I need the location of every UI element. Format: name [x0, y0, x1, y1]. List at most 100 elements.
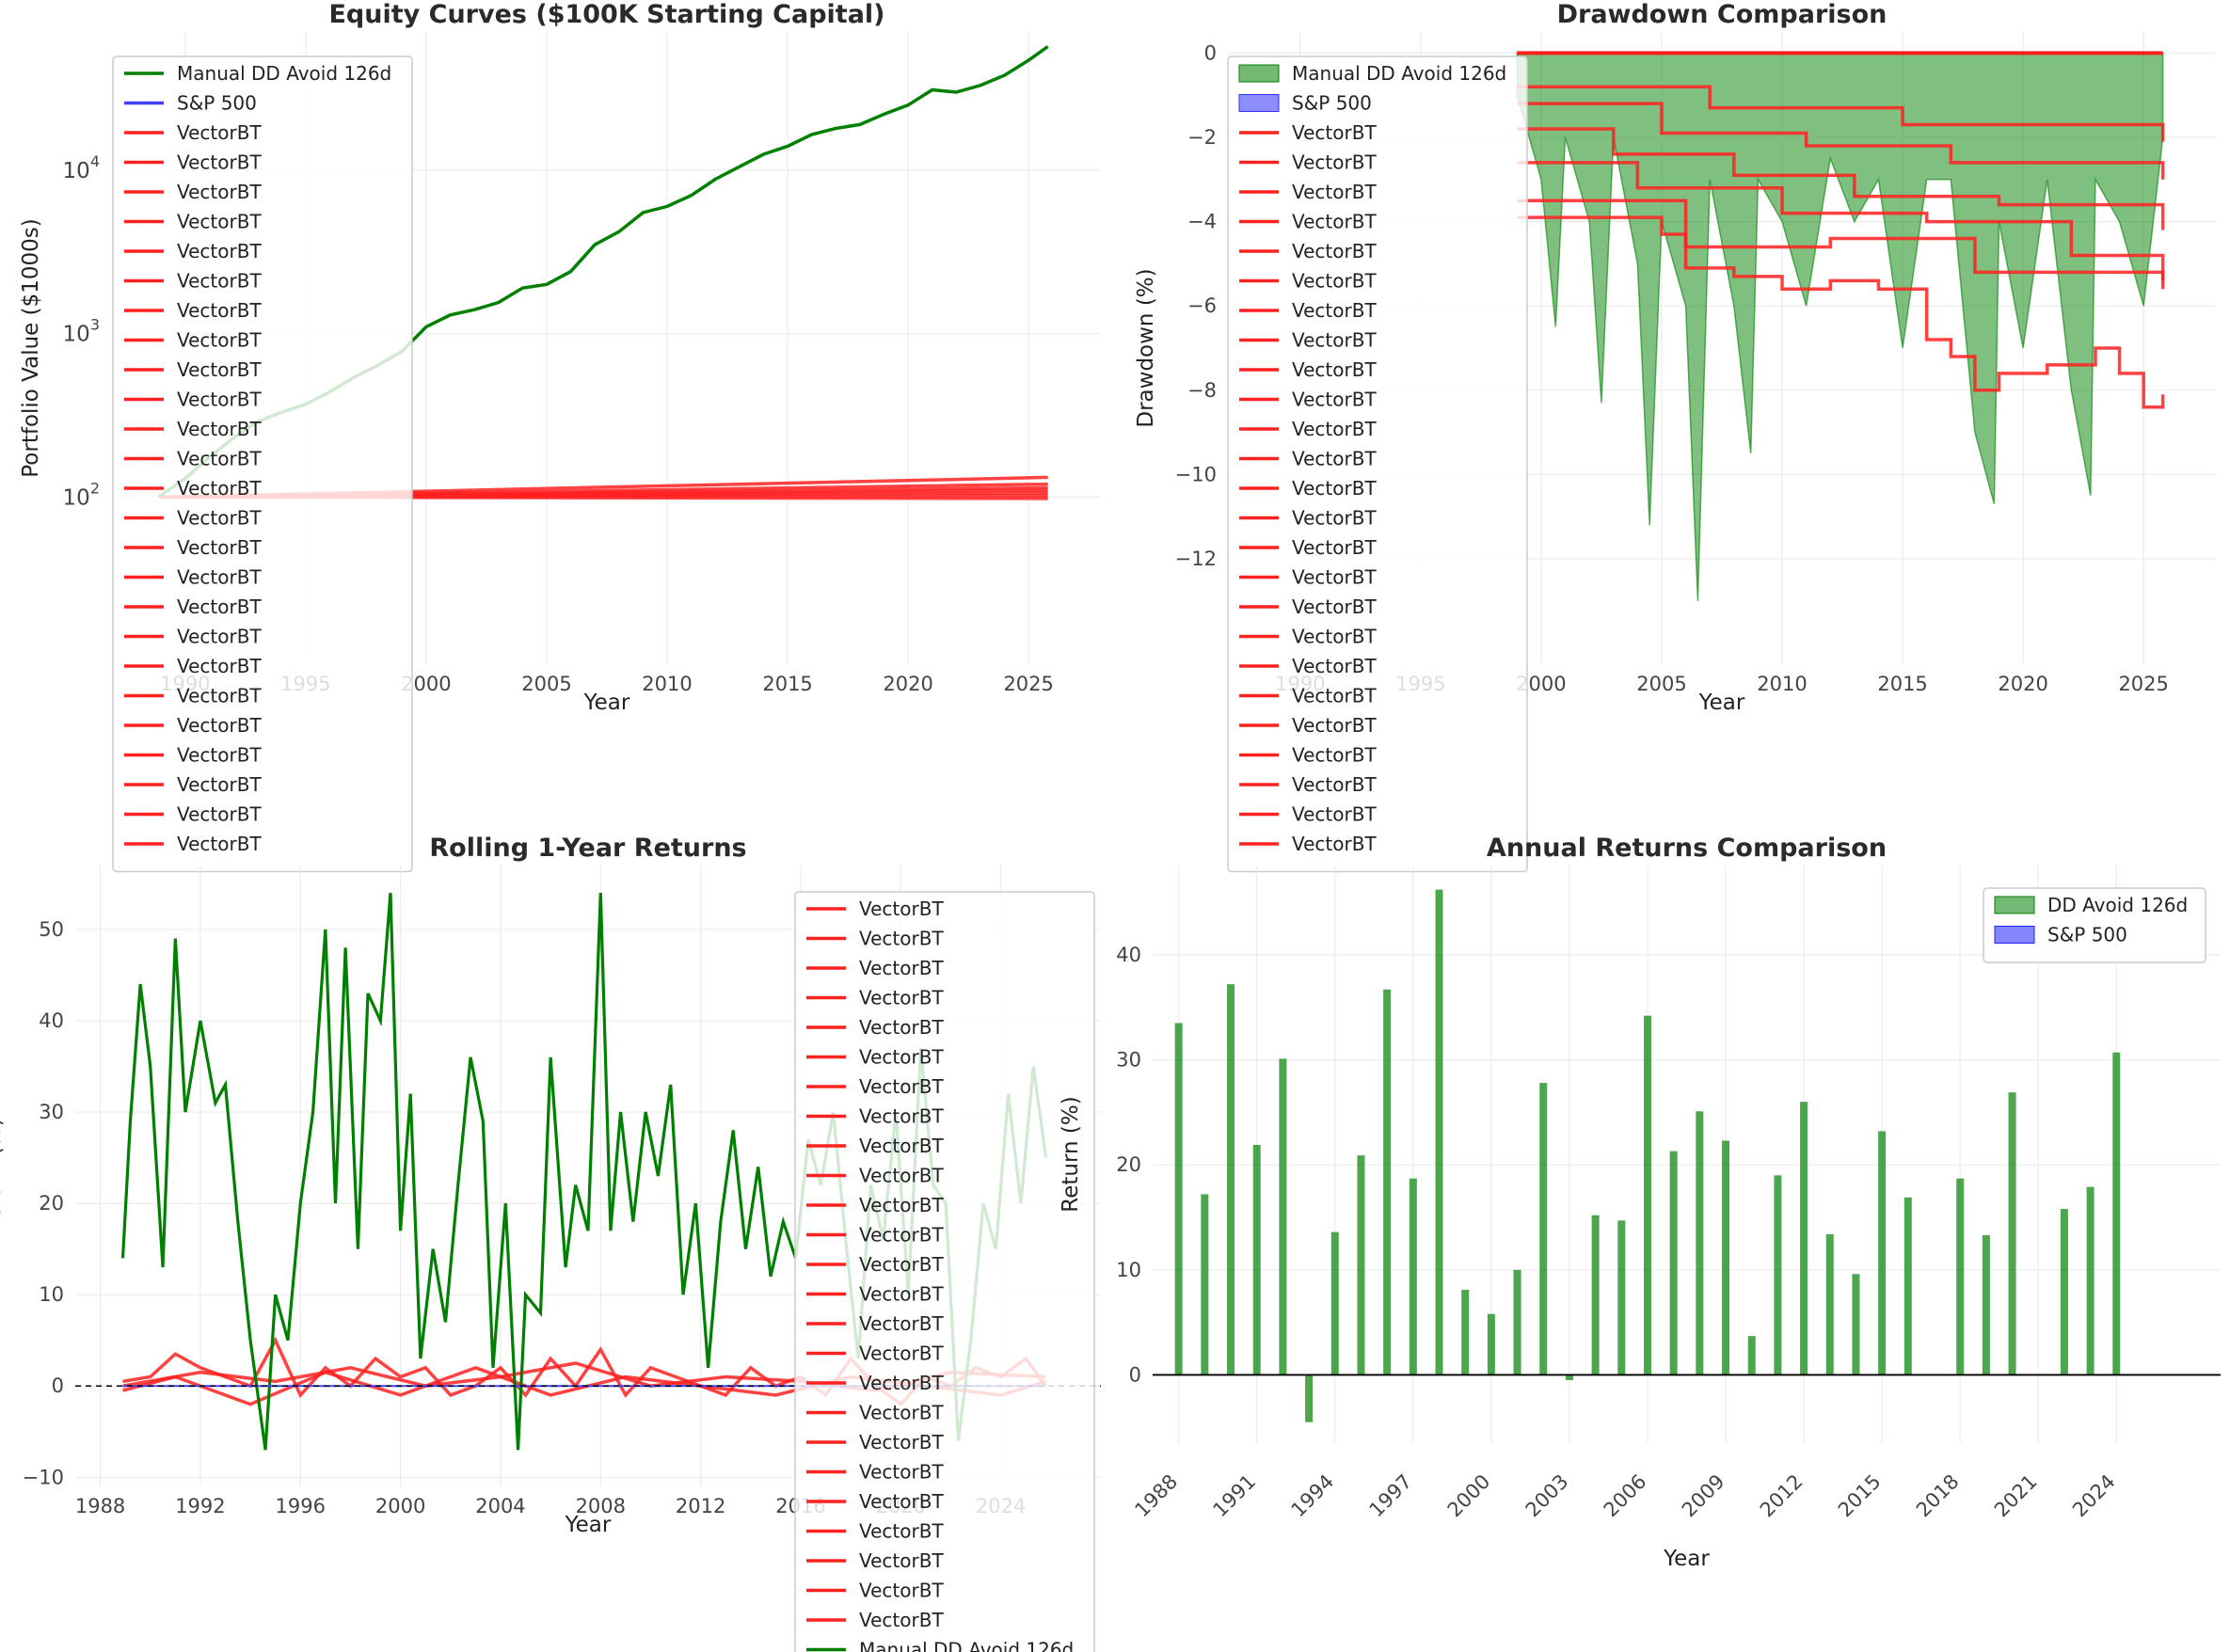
legend-label: VectorBT — [1292, 833, 1377, 855]
legend-label: VectorBT — [177, 803, 262, 826]
legend-label: VectorBT — [1292, 477, 1377, 500]
legend-label: VectorBT — [177, 270, 262, 293]
bar-dd-avoid — [1330, 1231, 1339, 1375]
legend-label: VectorBT — [177, 536, 262, 559]
bar-dd-avoid — [1956, 1178, 1965, 1375]
x-tick-label: 2004 — [475, 1495, 525, 1517]
y-tick-label: 40 — [1116, 944, 1141, 966]
x-tick-label: 2020 — [1998, 673, 2047, 695]
legend-label: VectorBT — [859, 957, 944, 979]
legend-label: VectorBT — [1292, 418, 1377, 440]
x-tick-label: 2015 — [762, 673, 812, 695]
y-tick-label: 30 — [39, 1101, 64, 1123]
legend-label: VectorBT — [859, 1312, 944, 1335]
bar-dd-avoid — [1643, 1015, 1651, 1375]
x-tick-label: 1994 — [1287, 1470, 1339, 1522]
bar-dd-avoid — [1774, 1175, 1782, 1375]
legend: VectorBT VectorBT VectorBT VectorBT VectorBT… — [794, 891, 1095, 1652]
legend-label: VectorBT — [177, 418, 262, 440]
legend-label: VectorBT — [1292, 507, 1377, 530]
vectorbt-drawdown-line — [1517, 102, 2165, 180]
y-tick-base: 10 — [63, 323, 90, 347]
legend-label: VectorBT — [177, 389, 262, 411]
legend-label: VectorBT — [859, 1580, 944, 1602]
x-tick-label: 2010 — [1757, 673, 1807, 695]
legend-label: VectorBT — [177, 358, 262, 381]
y-axis-label: Return (%) — [1059, 1096, 1083, 1212]
vectorbt-drawdown-line — [1517, 215, 2165, 409]
y-tick-label: −6 — [1187, 294, 1217, 317]
legend-label: VectorBT — [177, 626, 262, 648]
legend-label: VectorBT — [859, 1075, 944, 1098]
bar-dd-avoid — [1461, 1290, 1470, 1375]
x-tick-label: 2025 — [1003, 673, 1053, 695]
bar-dd-avoid — [1617, 1220, 1626, 1375]
x-tick-label: 2000 — [375, 1495, 425, 1517]
legend-box — [794, 891, 1095, 1652]
y-tick-label: 0 — [1204, 41, 1217, 64]
y-tick-exponent: 4 — [90, 152, 100, 170]
legend-swatch — [1994, 926, 2035, 944]
bar-dd-avoid — [1747, 1336, 1756, 1375]
bar-dd-avoid — [1982, 1234, 1990, 1375]
manual-dd-drawdown-area — [1516, 52, 2164, 601]
legend-label: VectorBT — [859, 1046, 944, 1069]
legend-label: VectorBT — [177, 744, 262, 767]
legend-label: VectorBT — [1292, 626, 1377, 648]
bar-dd-avoid — [1409, 1178, 1417, 1375]
bar-dd-avoid — [1383, 989, 1392, 1375]
x-tick-label: 2020 — [883, 673, 932, 695]
legend-label: VectorBT — [177, 655, 262, 677]
legend-label: VectorBT — [1292, 448, 1377, 470]
legend-label: VectorBT — [177, 714, 262, 737]
y-tick-label: 104 — [63, 152, 100, 183]
y-tick-label: 20 — [1116, 1153, 1141, 1176]
y-tick-label: −4 — [1187, 211, 1217, 233]
bar-dd-avoid — [1227, 984, 1235, 1375]
chart-title: Equity Curves ($100K Starting Capital) — [328, 0, 884, 29]
legend-label: VectorBT — [1292, 211, 1377, 233]
legend-label: VectorBT — [1292, 655, 1377, 677]
y-tick-label: −10 — [1175, 463, 1217, 485]
legend-label: VectorBT — [859, 1165, 944, 1187]
bar-dd-avoid — [1513, 1269, 1521, 1375]
legend-box — [1227, 56, 1528, 873]
legend-label: VectorBT — [859, 1135, 944, 1157]
x-tick-label: 2009 — [1678, 1470, 1729, 1522]
legend-label: VectorBT — [1292, 773, 1377, 796]
bar-dd-avoid — [1903, 1197, 1912, 1375]
legend-label: VectorBT — [859, 1431, 944, 1453]
legend-label: VectorBT — [1292, 744, 1377, 767]
legend-label: S&P 500 — [2047, 924, 2127, 946]
bar-dd-avoid — [1252, 1144, 1261, 1375]
x-tick-label: 1988 — [75, 1495, 125, 1517]
legend-label: VectorBT — [177, 833, 262, 855]
legend-box — [1983, 887, 2206, 963]
legend-label: VectorBT — [1292, 329, 1377, 352]
legend-label: VectorBT — [859, 1461, 944, 1484]
x-tick-label: 2012 — [676, 1495, 725, 1517]
x-tick-label: 2006 — [1600, 1470, 1651, 1522]
bar-dd-avoid — [1878, 1131, 1887, 1375]
vectorbt-drawdown-line — [1517, 199, 2165, 290]
bar-dd-avoid — [1357, 1155, 1365, 1375]
legend-label: VectorBT — [177, 507, 262, 530]
panel-4: Annual Returns Comparison Year Return (%) 1… — [1059, 834, 2221, 1571]
x-tick-label: 1996 — [276, 1495, 326, 1517]
legend-label: VectorBT — [859, 987, 944, 1009]
x-axis-label: Year — [1663, 1547, 1710, 1571]
legend-label: VectorBT — [177, 566, 262, 589]
legend-label: VectorBT — [177, 773, 262, 796]
bar-dd-avoid — [2086, 1186, 2095, 1375]
legend-label: VectorBT — [859, 928, 944, 950]
legend-label: VectorBT — [1292, 536, 1377, 559]
legend-swatch — [1238, 64, 1280, 83]
y-tick-label: 103 — [63, 316, 100, 347]
x-tick-label: 2010 — [642, 673, 692, 695]
bar-dd-avoid — [1825, 1233, 1834, 1375]
y-tick-label: −10 — [23, 1466, 64, 1488]
x-tick-label: 1988 — [1130, 1470, 1182, 1522]
legend: Manual DD Avoid 126d S&P 500 VectorBT Vecto… — [112, 56, 413, 873]
y-tick-label: 30 — [1116, 1049, 1141, 1072]
